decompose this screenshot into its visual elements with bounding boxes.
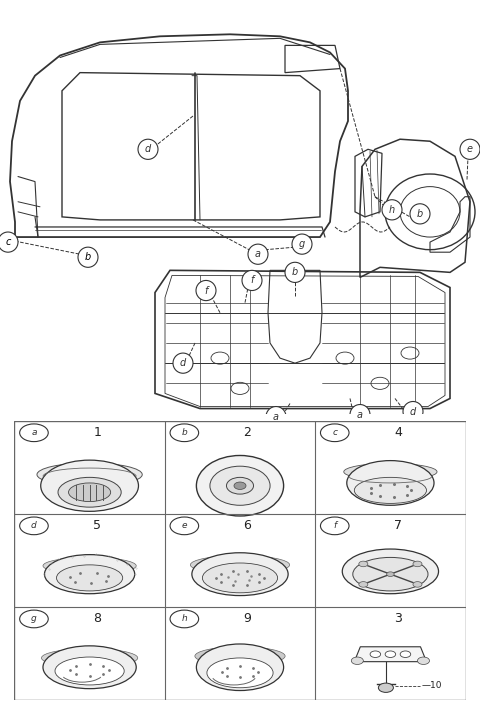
Text: e: e: [467, 144, 473, 154]
Text: b: b: [292, 267, 298, 277]
Circle shape: [138, 139, 158, 159]
Circle shape: [321, 424, 349, 442]
Text: h: h: [181, 614, 187, 624]
Text: 7: 7: [394, 520, 402, 532]
Ellipse shape: [219, 458, 261, 467]
Ellipse shape: [192, 553, 288, 595]
Ellipse shape: [210, 466, 270, 506]
Text: a: a: [273, 411, 279, 421]
Ellipse shape: [43, 557, 136, 574]
Text: c: c: [5, 237, 11, 247]
Text: 3: 3: [394, 612, 402, 626]
Circle shape: [359, 582, 368, 588]
Circle shape: [378, 683, 394, 692]
Circle shape: [321, 517, 349, 534]
Ellipse shape: [191, 556, 289, 574]
Circle shape: [413, 561, 422, 567]
Ellipse shape: [347, 460, 434, 506]
Circle shape: [413, 582, 422, 588]
Text: 2: 2: [243, 426, 252, 439]
Circle shape: [385, 651, 396, 658]
Text: b: b: [85, 252, 91, 262]
Text: e: e: [181, 521, 187, 530]
Circle shape: [170, 424, 199, 442]
Circle shape: [170, 610, 199, 628]
Circle shape: [359, 561, 368, 567]
Text: g: g: [299, 239, 305, 249]
Text: c: c: [332, 428, 337, 437]
Text: d: d: [145, 144, 151, 154]
Text: f: f: [250, 276, 254, 286]
Circle shape: [350, 404, 370, 425]
Text: b: b: [417, 209, 423, 219]
Ellipse shape: [41, 648, 138, 667]
Ellipse shape: [37, 463, 142, 486]
Text: 9: 9: [243, 612, 252, 626]
Circle shape: [78, 247, 98, 267]
Circle shape: [173, 353, 193, 373]
Text: a: a: [357, 409, 363, 419]
Text: d: d: [180, 358, 186, 368]
Ellipse shape: [353, 557, 428, 591]
Circle shape: [410, 204, 430, 224]
Text: d: d: [410, 407, 416, 416]
Text: d: d: [31, 521, 37, 530]
Circle shape: [196, 281, 216, 300]
Circle shape: [20, 424, 48, 442]
Ellipse shape: [55, 657, 124, 685]
Ellipse shape: [58, 477, 121, 507]
Ellipse shape: [211, 460, 269, 474]
Circle shape: [403, 402, 423, 421]
Circle shape: [370, 651, 381, 658]
Circle shape: [234, 482, 246, 489]
Ellipse shape: [354, 477, 427, 503]
Ellipse shape: [41, 460, 138, 511]
Ellipse shape: [57, 565, 123, 591]
Circle shape: [20, 517, 48, 534]
Circle shape: [418, 657, 430, 665]
Text: g: g: [31, 614, 37, 624]
Circle shape: [386, 572, 394, 576]
Text: f: f: [204, 286, 208, 296]
Ellipse shape: [344, 463, 437, 480]
Ellipse shape: [196, 455, 284, 516]
Text: a: a: [255, 249, 261, 259]
Ellipse shape: [207, 658, 273, 688]
Circle shape: [351, 657, 363, 665]
Text: h: h: [389, 205, 395, 215]
Circle shape: [382, 200, 402, 220]
Text: a: a: [31, 428, 36, 437]
Circle shape: [266, 407, 286, 427]
Circle shape: [292, 234, 312, 255]
Ellipse shape: [45, 554, 135, 594]
Text: 8: 8: [93, 612, 101, 626]
Text: —10: —10: [422, 682, 443, 690]
Circle shape: [400, 651, 411, 658]
Circle shape: [248, 244, 268, 264]
Circle shape: [242, 270, 262, 291]
Circle shape: [170, 517, 199, 534]
Ellipse shape: [43, 646, 136, 689]
Circle shape: [20, 610, 48, 628]
Circle shape: [0, 232, 18, 252]
Ellipse shape: [203, 563, 277, 592]
Text: 5: 5: [93, 520, 101, 532]
Ellipse shape: [342, 549, 439, 594]
Text: b: b: [181, 428, 187, 437]
Circle shape: [460, 139, 480, 159]
Ellipse shape: [196, 644, 284, 691]
Ellipse shape: [195, 647, 285, 665]
Circle shape: [285, 262, 305, 283]
Ellipse shape: [227, 477, 253, 494]
Text: f: f: [333, 521, 336, 530]
Text: 6: 6: [243, 520, 252, 532]
Text: 1: 1: [93, 426, 101, 439]
Polygon shape: [354, 647, 427, 662]
Text: 4: 4: [394, 426, 402, 439]
Ellipse shape: [69, 483, 111, 501]
